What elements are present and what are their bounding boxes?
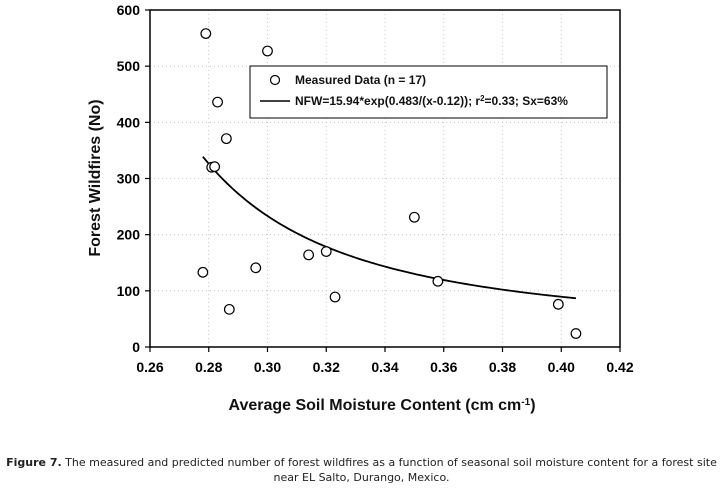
data-point xyxy=(408,211,420,223)
data-point xyxy=(329,291,341,303)
y-tick-label: 600 xyxy=(117,2,141,18)
figure-caption: Figure 7. The measured and predicted num… xyxy=(0,455,723,485)
y-tick-label: 200 xyxy=(117,227,141,243)
data-point xyxy=(262,45,273,57)
data-point xyxy=(250,262,262,274)
data-point xyxy=(320,246,332,257)
x-tick-label: 0.38 xyxy=(489,359,516,375)
y-tick-label: 300 xyxy=(117,171,141,187)
x-tick-label: 0.28 xyxy=(195,359,222,375)
x-tick-label: 0.40 xyxy=(548,359,575,375)
data-point xyxy=(552,298,564,310)
y-axis: 0 100 200 300 400 500 600 xyxy=(117,2,150,355)
legend-box xyxy=(249,65,608,119)
caption-text: The measured and predicted number of for… xyxy=(61,456,717,484)
data-point xyxy=(209,161,221,173)
legend-label-fit: NFW=15.94*exp(0.483/(x-0.12)); r2=0.33; … xyxy=(295,94,568,109)
x-tick-label: 0.42 xyxy=(606,359,633,375)
x-tick-label: 0.26 xyxy=(136,359,163,375)
x-tick-label: 0.34 xyxy=(371,359,398,375)
y-tick-label: 100 xyxy=(117,283,141,299)
chart: 0.26 0.28 0.30 0.32 0.34 0.36 0.38 0.40 0.42 0 10… xyxy=(87,2,634,415)
x-tick-label: 0.30 xyxy=(254,359,281,375)
y-tick-label: 0 xyxy=(132,339,140,355)
y-tick-label: 500 xyxy=(117,58,141,74)
data-point xyxy=(220,133,232,145)
grid xyxy=(150,10,620,347)
data-point xyxy=(570,328,582,339)
data-point xyxy=(303,249,315,261)
data-point xyxy=(212,96,223,108)
fit-curve xyxy=(202,156,577,300)
data-point xyxy=(197,266,209,278)
fit-curve-layer xyxy=(202,156,577,300)
legend-marker-measured xyxy=(269,74,281,86)
y-tick-label: 400 xyxy=(117,114,141,130)
legend: Measured Data (n = 17) NFW=15.94*exp(0.4… xyxy=(249,65,608,119)
data-point xyxy=(200,28,212,39)
data-points-layer xyxy=(197,28,582,339)
x-tick-label: 0.36 xyxy=(430,359,457,375)
x-tick-label: 0.32 xyxy=(313,359,340,375)
y-axis-title: Forest Wildfires (No) xyxy=(87,99,104,256)
legend-label-measured: Measured Data (n = 17) xyxy=(295,73,426,87)
data-point xyxy=(223,303,235,315)
x-axis: 0.26 0.28 0.30 0.32 0.34 0.36 0.38 0.40 0.42 xyxy=(136,347,634,375)
data-point xyxy=(432,275,444,287)
x-axis-title: Average Soil Moisture Content (cm cm-1) xyxy=(228,397,535,415)
caption-lead: Figure 7. xyxy=(6,456,62,469)
